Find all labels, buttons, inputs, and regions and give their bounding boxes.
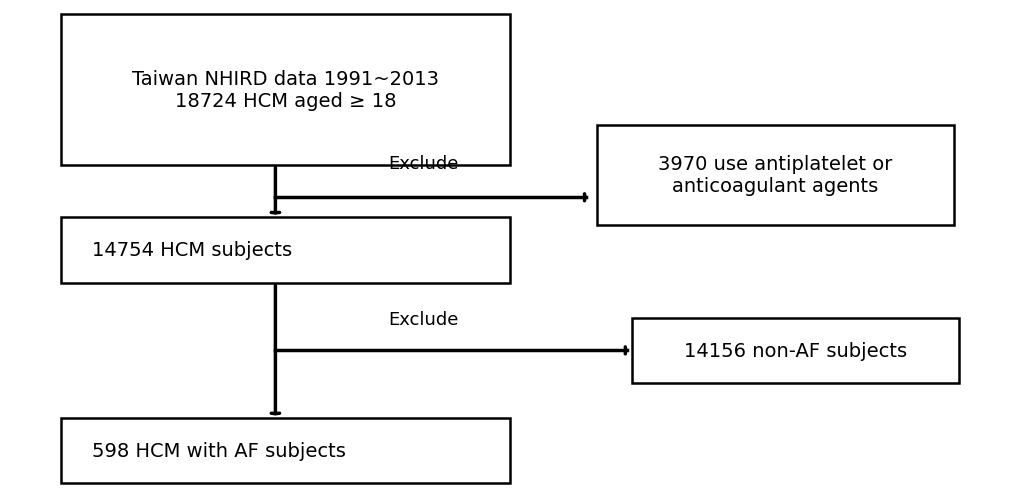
Text: 14156 non-AF subjects: 14156 non-AF subjects	[684, 341, 906, 360]
Text: 598 HCM with AF subjects: 598 HCM with AF subjects	[92, 441, 345, 460]
Text: Taiwan NHIRD data 1991~2013
18724 HCM aged ≥ 18: Taiwan NHIRD data 1991~2013 18724 HCM ag…	[132, 70, 438, 111]
Text: Exclude: Exclude	[388, 155, 458, 173]
Text: 3970 use antiplatelet or
anticoagulant agents: 3970 use antiplatelet or anticoagulant a…	[657, 155, 892, 196]
FancyBboxPatch shape	[596, 125, 953, 225]
FancyBboxPatch shape	[61, 15, 510, 165]
Text: Exclude: Exclude	[388, 310, 458, 328]
FancyBboxPatch shape	[632, 318, 958, 383]
Text: 14754 HCM subjects: 14754 HCM subjects	[92, 241, 291, 260]
FancyBboxPatch shape	[61, 418, 510, 483]
FancyBboxPatch shape	[61, 218, 510, 283]
